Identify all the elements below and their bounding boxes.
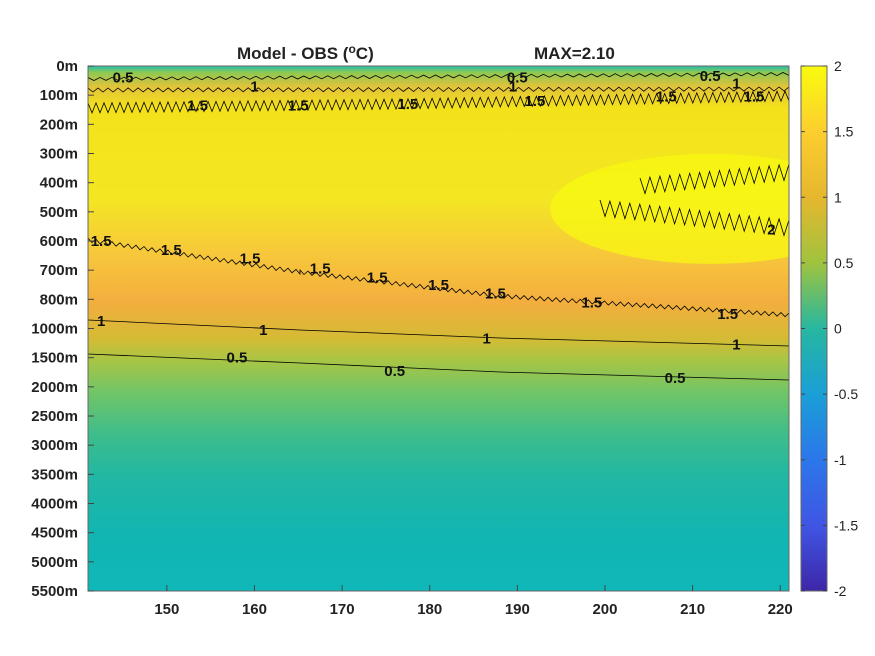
colorbar-tick-label: 0.5	[834, 255, 854, 271]
colorbar-tick-label: 1.5	[834, 124, 854, 140]
colorbar-tick-label: 1	[834, 189, 842, 205]
title-unit: C)	[356, 44, 374, 63]
y-tick-label: 400m	[40, 175, 78, 192]
colorbar-tick-label: -1.5	[834, 517, 858, 533]
y-tick-label: 300m	[40, 146, 78, 163]
contour-label: 1	[509, 78, 517, 95]
y-tick-label: 800m	[40, 291, 78, 308]
contour-label: 0.5	[227, 350, 248, 367]
contour-label: 0.5	[700, 68, 721, 85]
x-tick-label: 170	[330, 601, 355, 618]
y-tick-label: 500m	[40, 204, 78, 221]
contour-label: 1.5	[367, 269, 388, 286]
y-tick-label: 200m	[40, 116, 78, 133]
y-tick-label: 1000m	[31, 321, 78, 338]
x-tick-label: 190	[505, 601, 530, 618]
contour-label: 1	[250, 78, 258, 95]
y-tick-label: 3000m	[31, 437, 78, 454]
y-tick-label: 100m	[40, 87, 78, 104]
x-axis: 150 160 170 180 190 200 210 220	[154, 585, 793, 618]
contour-label: 0.5	[384, 363, 405, 380]
x-tick-label: 160	[242, 601, 267, 618]
max-annotation: MAX=2.10	[534, 44, 615, 63]
contour-label: 1.5	[161, 242, 182, 259]
y-axis: 0m 100m 200m 300m 400m 500m 600m 700m 800m 1000m 1…	[31, 58, 94, 600]
y-tick-label: 5000m	[31, 554, 78, 571]
y-tick-label: 1500m	[31, 350, 78, 367]
contour-label: 1.5	[744, 89, 765, 106]
y-tick-label: 4500m	[31, 525, 78, 542]
y-tick-label: 2500m	[31, 408, 78, 425]
colorbar-tick-label: 2	[834, 58, 842, 74]
y-tick-label: 2000m	[31, 379, 78, 396]
chart-title: Model - OBS (oC)	[237, 42, 374, 63]
y-tick-label: 600m	[40, 233, 78, 250]
colorbar-tick-label: -2	[834, 583, 847, 599]
colorbar-tick-label: -0.5	[834, 386, 858, 402]
contour-line	[88, 86, 789, 93]
contour-label: 1.5	[656, 89, 677, 106]
contour-label: 1.5	[91, 233, 112, 250]
contour-label: 1.5	[581, 294, 602, 311]
contour-line	[88, 237, 789, 318]
contour-line	[88, 72, 789, 81]
x-tick-label: 180	[417, 601, 442, 618]
x-tick-label: 220	[768, 601, 793, 618]
contour-label: 1	[483, 331, 491, 348]
x-tick-label: 150	[154, 601, 179, 618]
colorbar-tick-label: -1	[834, 452, 847, 468]
heatmap-field	[88, 66, 789, 591]
contour-label: 1	[732, 76, 740, 93]
y-tick-label: 4000m	[31, 496, 78, 513]
contour-label: 1	[732, 337, 740, 354]
x-tick-label: 210	[680, 601, 705, 618]
title-unit-sup: o	[348, 42, 355, 56]
y-tick-label: 0m	[56, 58, 78, 75]
contour-line	[88, 90, 789, 114]
contour-label: 1.5	[310, 261, 331, 278]
contour-line	[599, 199, 789, 237]
contour-label: 1.5	[428, 277, 449, 294]
contour-label: 2	[767, 221, 775, 238]
contour-label: 0.5	[665, 370, 686, 387]
contour-label: 0.5	[507, 70, 528, 87]
y-tick-label: 5500m	[31, 583, 78, 600]
contour-label: 1.5	[187, 97, 208, 114]
contour-label: 1.5	[485, 286, 506, 303]
x-tick-label: 200	[592, 601, 617, 618]
contour-line	[88, 353, 789, 381]
y-tick-label: 3500m	[31, 466, 78, 483]
contour-label: 1	[259, 322, 267, 339]
contour-label: 1	[97, 313, 105, 330]
contour-line	[639, 163, 789, 195]
contour-label: 1.5	[397, 96, 418, 113]
contour-label: 0.5	[113, 70, 134, 87]
colorbar: 2 1.5 1 0.5 0 -0.5 -1 -1.5 -2	[800, 58, 858, 599]
contour-line	[88, 319, 789, 347]
colorbar-tick-label: 0	[834, 321, 842, 337]
contour-label: 1.5	[288, 97, 309, 114]
y-tick-label: 700m	[40, 262, 78, 279]
contour-label: 1.5	[717, 306, 738, 323]
title-text: Model - OBS (	[237, 44, 349, 63]
contour-label: 1.5	[524, 93, 545, 110]
contour-label: 1.5	[240, 251, 261, 268]
high-anomaly-patch	[550, 153, 789, 264]
